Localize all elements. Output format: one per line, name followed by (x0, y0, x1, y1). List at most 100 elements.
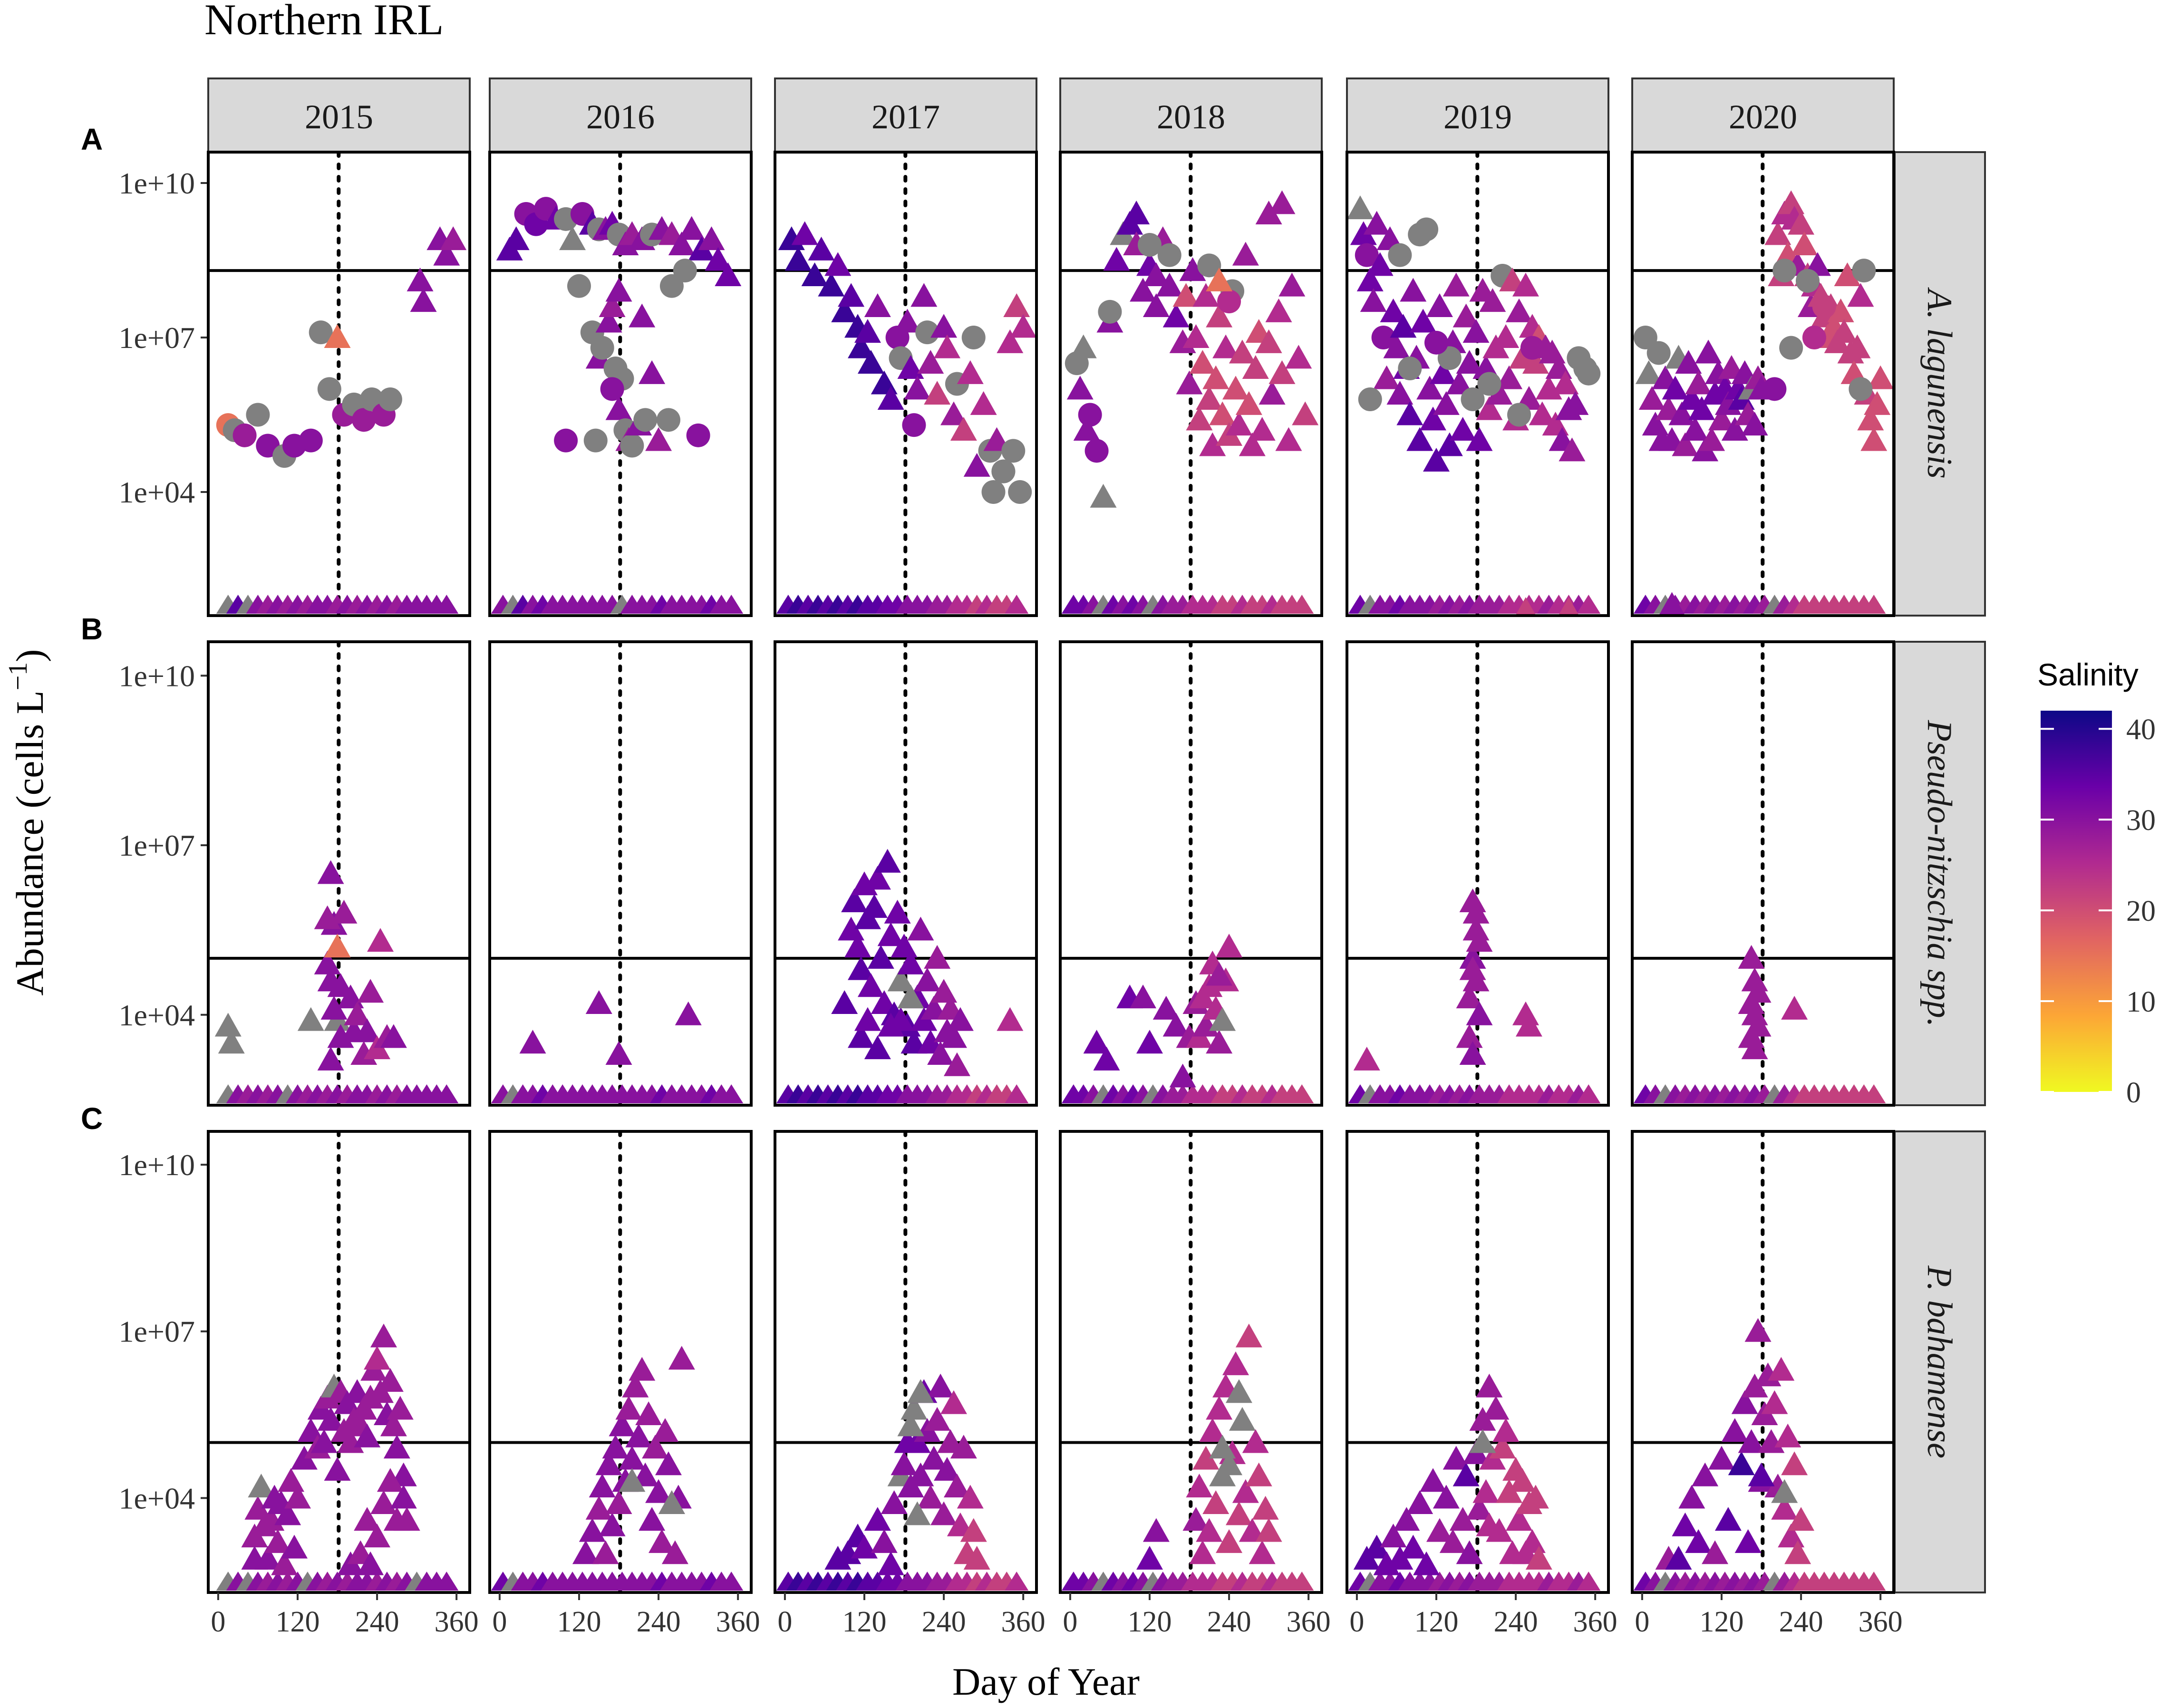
data-point-triangle (354, 1507, 381, 1531)
data-point-triangle (914, 967, 941, 992)
data-point-triangle (214, 1013, 242, 1037)
y-tick-label-A-1e+10: 1e+10 (119, 166, 195, 200)
x-tick-label-2015-0: 0 (211, 1606, 225, 1638)
data-point-circle (299, 428, 323, 453)
data-point-circle (1424, 330, 1448, 355)
data-point-triangle (910, 283, 938, 307)
data-point-triangle (857, 973, 884, 997)
data-point-triangle (354, 1423, 381, 1447)
year-strip-label-2020: 2020 (1729, 98, 1797, 136)
x-tick-label-2016-120: 120 (557, 1606, 601, 1638)
data-point-triangle (651, 1418, 678, 1442)
data-point-triangle (1202, 365, 1230, 389)
data-point-triangle (377, 1468, 404, 1492)
data-point-triangle (609, 1412, 636, 1437)
data-point-triangle (1469, 1407, 1496, 1431)
baseline-point (1862, 595, 1886, 614)
salinity-tick-label-10: 10 (2126, 986, 2156, 1018)
data-point-triangle (1459, 956, 1486, 980)
data-point-triangle (801, 262, 828, 286)
data-point-circle (1812, 295, 1836, 318)
data-point-triangle (924, 1407, 951, 1431)
panel-border-B-2020 (1631, 640, 1895, 1107)
data-point-triangle (1462, 319, 1490, 343)
data-point-triangle (1741, 1035, 1768, 1060)
data-point-triangle (1212, 334, 1239, 358)
data-point-triangle (877, 386, 904, 410)
data-point-circle (1779, 336, 1803, 360)
panel-B-2015 (208, 642, 470, 1105)
data-point-triangle (705, 247, 732, 271)
data-point-triangle (1182, 1507, 1210, 1531)
data-point-triangle (1827, 298, 1854, 322)
baseline-point (1577, 595, 1601, 614)
data-point-triangle (1844, 334, 1871, 358)
data-point-triangle (1179, 257, 1206, 281)
data-point-triangle (1143, 262, 1170, 286)
data-point-triangle (1771, 1496, 1798, 1520)
data-point-circle (1437, 346, 1462, 370)
data-point-circle (1137, 233, 1162, 257)
data-point-triangle (934, 334, 961, 358)
data-point-triangle (1738, 1429, 1765, 1453)
panel-border-C-2017 (774, 1130, 1038, 1594)
data-point-circle (1577, 361, 1601, 386)
data-point-triangle (1781, 995, 1808, 1020)
data-point-triangle (1830, 319, 1858, 343)
salinity-legend: Salinity 0 10 20 30 40 (2037, 657, 2156, 1109)
x-tick-label-2019-240: 240 (1494, 1606, 1538, 1638)
data-point-triangle (1209, 1007, 1236, 1031)
data-point-triangle (1456, 1024, 1483, 1048)
data-point-triangle (274, 1501, 301, 1525)
data-point-triangle (387, 1396, 414, 1420)
data-point-triangle (585, 990, 612, 1014)
data-point-triangle (1672, 432, 1699, 456)
panel-B-2018 (1060, 642, 1322, 1105)
data-point-triangle (324, 324, 351, 348)
data-point-triangle (851, 1534, 878, 1559)
x-tick-label-2015-240: 240 (355, 1606, 399, 1638)
data-point-triangle (943, 1052, 970, 1076)
data-point-triangle (1229, 1407, 1256, 1431)
data-point-triangle (940, 401, 967, 425)
x-tick-label-2017-360: 360 (1001, 1606, 1046, 1638)
data-point-triangle (1761, 1390, 1788, 1414)
data-point-circle (1802, 326, 1826, 349)
data-point-triangle (1232, 241, 1259, 266)
x-tick-label-2018-120: 120 (1127, 1606, 1172, 1638)
panel-border-B-2017 (774, 640, 1038, 1107)
x-tick-label-2020-120: 120 (1699, 1606, 1743, 1638)
data-point-triangle (1665, 1545, 1692, 1570)
data-point-triangle (1788, 1507, 1815, 1531)
data-point-triangle (1186, 406, 1213, 431)
data-point-triangle (997, 329, 1024, 353)
data-point-triangle (927, 1373, 954, 1398)
panel-C-2019 (1347, 1131, 1608, 1592)
data-point-circle (1398, 357, 1422, 380)
data-point-triangle (585, 1496, 612, 1520)
data-point-triangle (1380, 1524, 1407, 1548)
data-point-triangle (1867, 365, 1894, 389)
data-point-triangle (317, 1407, 344, 1431)
data-point-circle (902, 413, 926, 437)
data-point-circle (1646, 341, 1671, 365)
year-strip-label-2018: 2018 (1157, 98, 1225, 136)
data-point-triangle (1741, 412, 1768, 436)
data-point-triangle (410, 288, 437, 312)
data-point-triangle (317, 860, 344, 884)
data-point-triangle (629, 303, 656, 328)
baseline-point (1005, 1572, 1029, 1591)
x-tick-label-2019-120: 120 (1414, 1606, 1458, 1638)
panel-border-A-2016 (488, 151, 753, 617)
data-point-triangle (592, 1540, 619, 1564)
baseline-point (1005, 595, 1029, 614)
data-point-triangle (1443, 1446, 1470, 1470)
data-point-triangle (1721, 1418, 1748, 1442)
data-point-triangle (1363, 1534, 1390, 1559)
data-point-triangle (1162, 1013, 1190, 1037)
data-point-triangle (1136, 1030, 1163, 1054)
data-point-triangle (1741, 1373, 1768, 1398)
salinity-tick-label-40: 40 (2126, 714, 2156, 746)
data-point-triangle (1672, 1512, 1699, 1536)
data-point-triangle (605, 1490, 632, 1515)
